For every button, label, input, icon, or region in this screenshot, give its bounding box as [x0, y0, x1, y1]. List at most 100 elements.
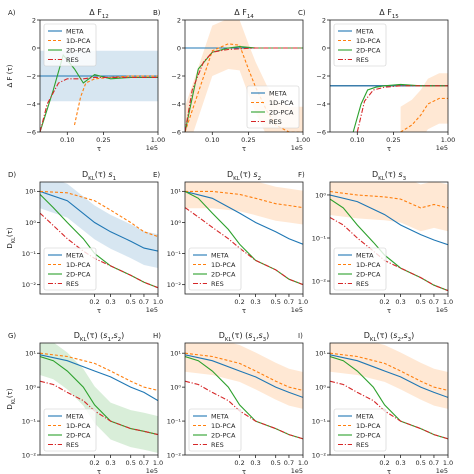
legend-label: 1D-PCA [356, 422, 381, 430]
legend-box [188, 408, 242, 452]
panel-title: DKL(τ) (s2,s3) [364, 331, 415, 343]
y-tick-label: 10¹ [170, 350, 181, 358]
x-tick-label: 0.5 [126, 298, 136, 306]
panel-title: DKL(τ) (s1,s2) [74, 331, 125, 343]
legend-label: 1D-PCA [66, 422, 91, 430]
panel-title: DKL(τ) s1 [82, 170, 116, 182]
axes-frame [184, 342, 304, 456]
x-tick-label: 0.7 [284, 298, 294, 306]
legend-label: 1D-PCA [66, 261, 91, 269]
panel-title: DKL(τ) (s1,s3) [219, 331, 270, 343]
series-line-meta [330, 194, 448, 246]
series-line-meta [330, 354, 448, 398]
x-tick-label: 0.7 [284, 459, 294, 467]
series-line-res [40, 76, 158, 132]
panel-label: G) [8, 332, 16, 340]
legend-label: 1D-PCA [211, 422, 236, 430]
legend-label: META [66, 27, 84, 35]
x-tick-label: 0.10 [60, 136, 74, 144]
legend-label: RES [356, 56, 369, 64]
y-tick-label: −2 [171, 72, 181, 80]
series-line-1d-pca [185, 190, 303, 209]
x-tick-label: 0.25 [386, 136, 400, 144]
axes-frame [329, 342, 449, 456]
x-tick-label: 0.7 [139, 459, 149, 467]
panel-label: D) [8, 171, 16, 179]
x-tick-label: 1.00 [296, 136, 310, 144]
series-line-res [356, 85, 448, 132]
y-tick-label: 10¹ [25, 188, 36, 196]
uncertainty-band [330, 182, 448, 232]
y-tick-label: 10⁻² [167, 451, 182, 459]
legend-box [333, 23, 387, 67]
x-tick-label: 1.0 [153, 459, 163, 467]
panel-label: B) [153, 9, 161, 17]
y-tick-label: 10⁻² [167, 281, 182, 289]
y-tick-label: 10⁻² [312, 451, 327, 459]
series-line-res [185, 207, 303, 286]
y-tick-label: −6 [171, 128, 181, 136]
sci-offset: 1e5 [146, 144, 158, 152]
legend-label: 1D-PCA [66, 37, 91, 45]
legend-label: 1D-PCA [356, 261, 381, 269]
legend-box [188, 247, 242, 291]
legend-label: 2D-PCA [66, 46, 91, 54]
y-tick-label: −2 [316, 72, 326, 80]
series-line-2d-pca [330, 355, 448, 440]
sci-offset: 1e5 [291, 467, 303, 474]
legend-label: META [66, 412, 84, 420]
y-tick-label: 10⁰ [315, 383, 326, 391]
y-tick-label: 2 [322, 16, 326, 24]
legend-label: META [66, 251, 84, 259]
series-line-meta [185, 190, 303, 245]
legend-label: META [356, 251, 374, 259]
y-tick-label: 10⁰ [170, 383, 181, 391]
series-line-1d-pca [40, 190, 158, 238]
legend-label: RES [356, 441, 369, 449]
panel-title: DKL(τ) s2 [227, 170, 261, 182]
series-line-1d-pca [330, 190, 448, 209]
x-tick-label: 0.3 [250, 298, 260, 306]
y-tick-label: −6 [316, 128, 326, 136]
legend-label: META [356, 412, 374, 420]
y-tick-label: 10⁰ [25, 383, 36, 391]
axes-frame [39, 342, 159, 456]
legend-label: RES [269, 118, 282, 126]
x-axis-label: τ [242, 307, 246, 315]
x-tick-label: 1.00 [441, 136, 455, 144]
panel-label: I) [298, 332, 303, 340]
x-tick-label: 0.2 [379, 459, 389, 467]
series-line-meta [40, 190, 158, 252]
x-tick-label: 0.10 [205, 136, 219, 144]
series-line-meta [185, 354, 303, 398]
y-tick-label: 0 [32, 44, 36, 52]
x-tick-label: 0.2 [89, 459, 99, 467]
legend-box [43, 23, 97, 67]
series-line-2d-pca [40, 53, 158, 132]
series-line-1d-pca [40, 352, 158, 391]
x-axis-label: τ [387, 145, 391, 153]
y-tick-label: −4 [26, 100, 36, 108]
x-tick-label: 1.00 [151, 136, 165, 144]
panel-label: E) [153, 171, 160, 179]
x-tick-label: 0.25 [96, 136, 110, 144]
panel-title: Δ F12 [89, 8, 109, 20]
x-tick-label: 1.0 [153, 298, 163, 306]
panel-label: A) [8, 9, 16, 17]
sci-offset: 1e5 [146, 306, 158, 314]
legend-label: 1D-PCA [211, 261, 236, 269]
series-line-2d-pca [185, 355, 303, 440]
series-line-1d-pca [73, 75, 158, 126]
legend-box [333, 408, 387, 452]
x-tick-label: 0.10 [350, 136, 364, 144]
